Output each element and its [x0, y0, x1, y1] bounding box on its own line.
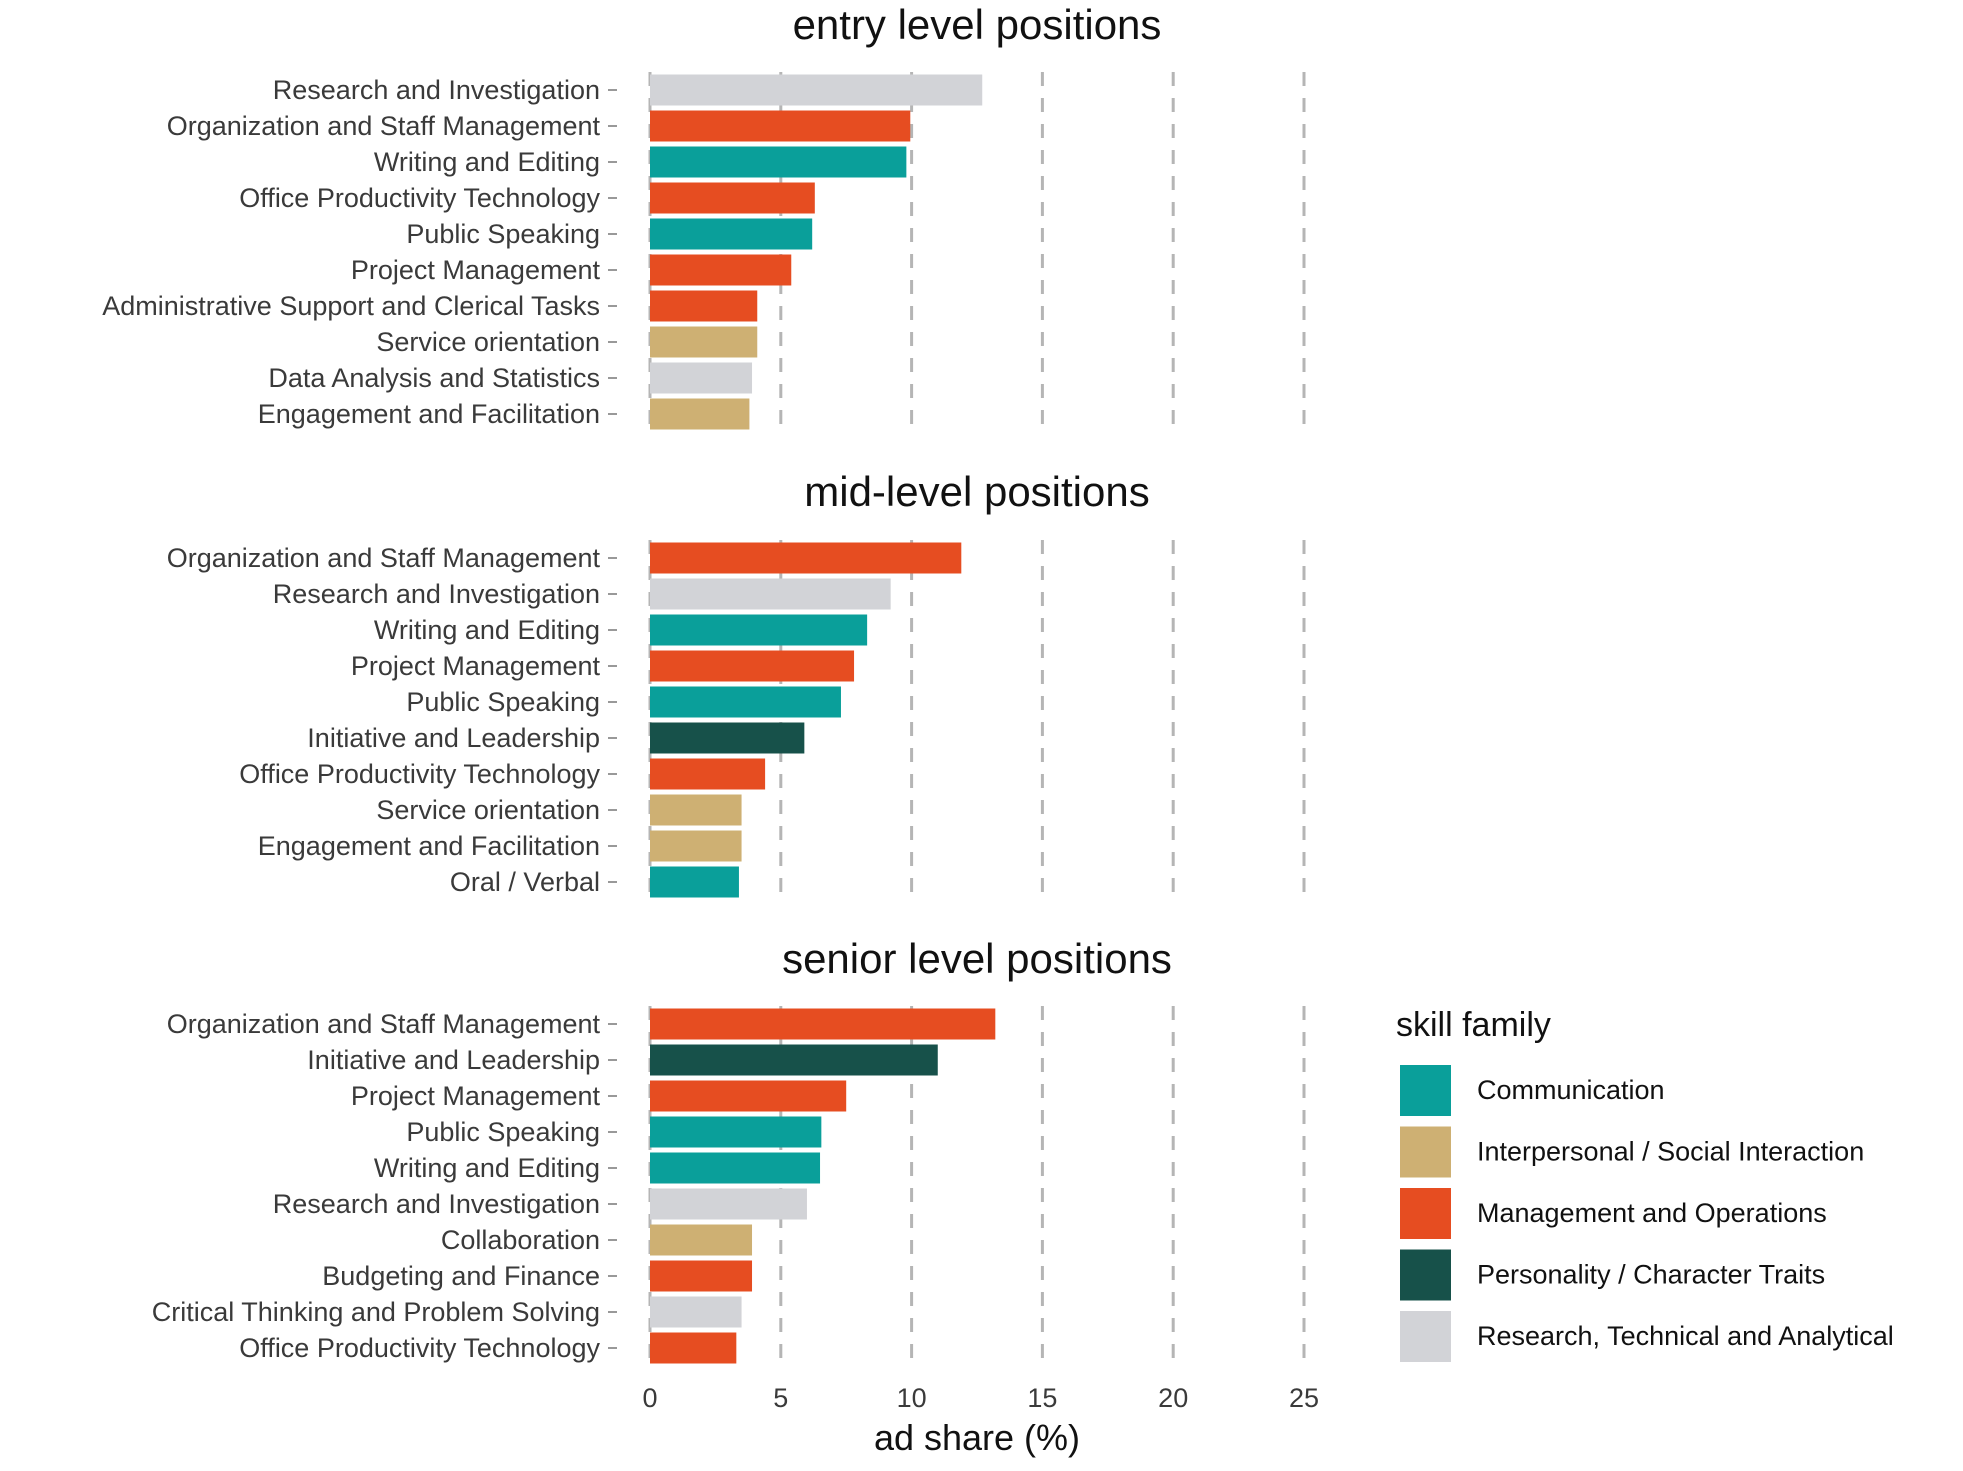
legend-label: Communication	[1477, 1075, 1665, 1105]
category-label: Public Speaking	[406, 1117, 600, 1147]
bar	[650, 1008, 996, 1040]
bar	[650, 398, 750, 430]
bar	[650, 254, 792, 286]
bar	[650, 578, 891, 610]
bar	[650, 218, 813, 250]
legend-swatch	[1400, 1065, 1451, 1116]
category-label: Engagement and Facilitation	[258, 399, 600, 429]
bar	[650, 1152, 821, 1184]
category-label: Writing and Editing	[374, 147, 600, 177]
bar	[650, 290, 758, 322]
bar	[650, 614, 868, 646]
bar	[650, 110, 911, 142]
bar	[650, 866, 739, 898]
legend-swatch	[1400, 1311, 1451, 1362]
x-tick-label: 0	[642, 1383, 657, 1413]
category-label: Writing and Editing	[374, 1153, 600, 1183]
category-label: Organization and Staff Management	[167, 1009, 601, 1039]
bar	[650, 146, 907, 178]
bar	[650, 1188, 807, 1220]
bar	[650, 758, 766, 790]
bar	[650, 74, 983, 106]
bar	[650, 1260, 753, 1292]
bar	[650, 1296, 742, 1328]
category-label: Research and Investigation	[273, 1189, 600, 1219]
bar	[650, 1224, 753, 1256]
category-label: Service orientation	[376, 327, 600, 357]
category-label: Office Productivity Technology	[239, 183, 600, 213]
category-label: Project Management	[351, 1081, 601, 1111]
bar	[650, 1116, 822, 1148]
bar	[650, 362, 753, 394]
legend-label: Management and Operations	[1477, 1198, 1827, 1228]
panel-title: entry level positions	[793, 1, 1162, 48]
category-label: Project Management	[351, 255, 601, 285]
x-tick-label: 10	[897, 1383, 927, 1413]
bar	[650, 326, 758, 358]
category-label: Data Analysis and Statistics	[268, 363, 600, 393]
category-label: Project Management	[351, 651, 601, 681]
category-label: Service orientation	[376, 795, 600, 825]
x-axis-title: ad share (%)	[874, 1417, 1080, 1458]
category-label: Office Productivity Technology	[239, 1333, 600, 1363]
category-label: Public Speaking	[406, 687, 600, 717]
x-tick-label: 15	[1027, 1383, 1057, 1413]
bar	[650, 830, 742, 862]
category-label: Research and Investigation	[273, 75, 600, 105]
legend-swatch	[1400, 1188, 1451, 1239]
category-label: Initiative and Leadership	[307, 723, 600, 753]
category-label: Administrative Support and Clerical Task…	[102, 291, 600, 321]
legend-swatch	[1400, 1249, 1451, 1301]
x-tick-label: 25	[1289, 1383, 1319, 1413]
x-tick-label: 5	[773, 1383, 788, 1413]
category-label: Engagement and Facilitation	[258, 831, 600, 861]
category-label: Initiative and Leadership	[307, 1045, 600, 1075]
legend-label: Personality / Character Traits	[1477, 1260, 1825, 1290]
legend-label: Interpersonal / Social Interaction	[1477, 1137, 1864, 1167]
bar	[650, 794, 742, 826]
bar	[650, 686, 841, 718]
category-label: Writing and Editing	[374, 615, 600, 645]
category-label: Public Speaking	[406, 219, 600, 249]
category-label: Oral / Verbal	[450, 867, 600, 897]
bar	[650, 1080, 847, 1112]
bar	[650, 182, 815, 214]
bar	[650, 650, 855, 682]
panel-title: senior level positions	[782, 935, 1172, 982]
bar	[650, 542, 962, 574]
bar	[650, 1044, 938, 1076]
category-label: Organization and Staff Management	[167, 543, 601, 573]
category-label: Office Productivity Technology	[239, 759, 600, 789]
x-tick-label: 20	[1158, 1383, 1188, 1413]
panel-title: mid-level positions	[804, 468, 1149, 515]
legend-label: Research, Technical and Analytical	[1477, 1321, 1894, 1351]
legend-swatch	[1400, 1126, 1451, 1178]
category-label: Organization and Staff Management	[167, 111, 601, 141]
category-label: Collaboration	[441, 1225, 600, 1255]
bar	[650, 1332, 737, 1364]
category-label: Research and Investigation	[273, 579, 600, 609]
category-label: Critical Thinking and Problem Solving	[152, 1297, 600, 1327]
legend-title: skill family	[1396, 1006, 1551, 1044]
bar	[650, 722, 805, 754]
category-label: Budgeting and Finance	[322, 1261, 600, 1291]
